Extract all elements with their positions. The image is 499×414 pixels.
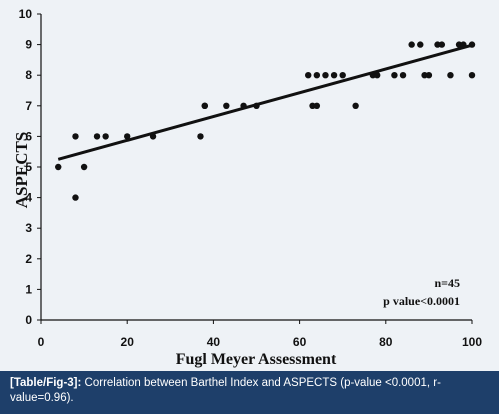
x-tick-label: 80 [379,335,393,349]
data-point [305,72,312,79]
data-point [72,194,79,201]
y-axis-title: ASPECTS [12,132,31,209]
scatter-plot: 0 1 2 3 4 5 6 7 8 9 10 0 20 40 60 80 100 ASPECTS Fugl M… [12,7,483,368]
data-points [55,41,476,201]
x-tick-label: 0 [38,335,45,349]
x-axis-title: Fugl Meyer Assessment [176,351,337,368]
data-point [425,72,433,79]
annotation-n: n=45 [434,276,460,290]
data-point [352,102,359,110]
trend-line [57,43,473,161]
y-tick-label: 5 [25,160,32,174]
data-point [408,41,415,48]
data-point [330,72,338,79]
data-point [72,133,79,140]
data-point [102,133,109,140]
data-point [55,163,62,171]
data-point [197,133,204,140]
y-tick-label: 6 [25,129,32,143]
data-point [223,102,230,110]
data-point [80,163,88,171]
x-tick-label: 60 [293,335,307,349]
y-tick-label: 0 [25,313,32,327]
data-point [313,102,321,110]
data-point [201,102,208,110]
figure-caption: [Table/Fig-3]: Correlation between Barth… [0,371,499,414]
data-point [468,72,476,79]
data-point [373,72,381,79]
data-point [399,72,407,79]
x-tick-labels: 0 20 40 60 80 100 [38,335,483,349]
y-tick-label: 8 [25,68,32,82]
data-point [417,41,424,48]
data-point [93,133,101,140]
y-tick-label: 9 [25,38,32,52]
data-point [124,133,131,140]
caption-text: Correlation between Barthel Index and AS… [10,377,441,404]
y-tick-label: 4 [25,191,32,205]
y-tick-label: 3 [25,221,32,235]
y-tick-label: 2 [25,252,32,266]
y-tick-labels: 0 1 2 3 4 5 6 7 8 9 10 [19,7,33,327]
annotation-p-value: p value<0.0001 [383,294,460,308]
data-point [339,72,346,79]
data-point [447,72,454,79]
data-point [313,72,321,79]
y-tick-label: 7 [25,99,32,113]
axes [37,13,473,324]
y-tick-label: 1 [25,282,32,296]
caption-ref: [Table/Fig-3]: [10,377,82,389]
data-point [322,72,329,79]
y-tick-label: 10 [19,7,33,21]
x-tick-label: 20 [121,335,135,349]
x-tick-label: 40 [207,335,221,349]
data-point [391,72,398,79]
x-tick-label: 100 [462,335,482,349]
data-point [438,41,446,48]
